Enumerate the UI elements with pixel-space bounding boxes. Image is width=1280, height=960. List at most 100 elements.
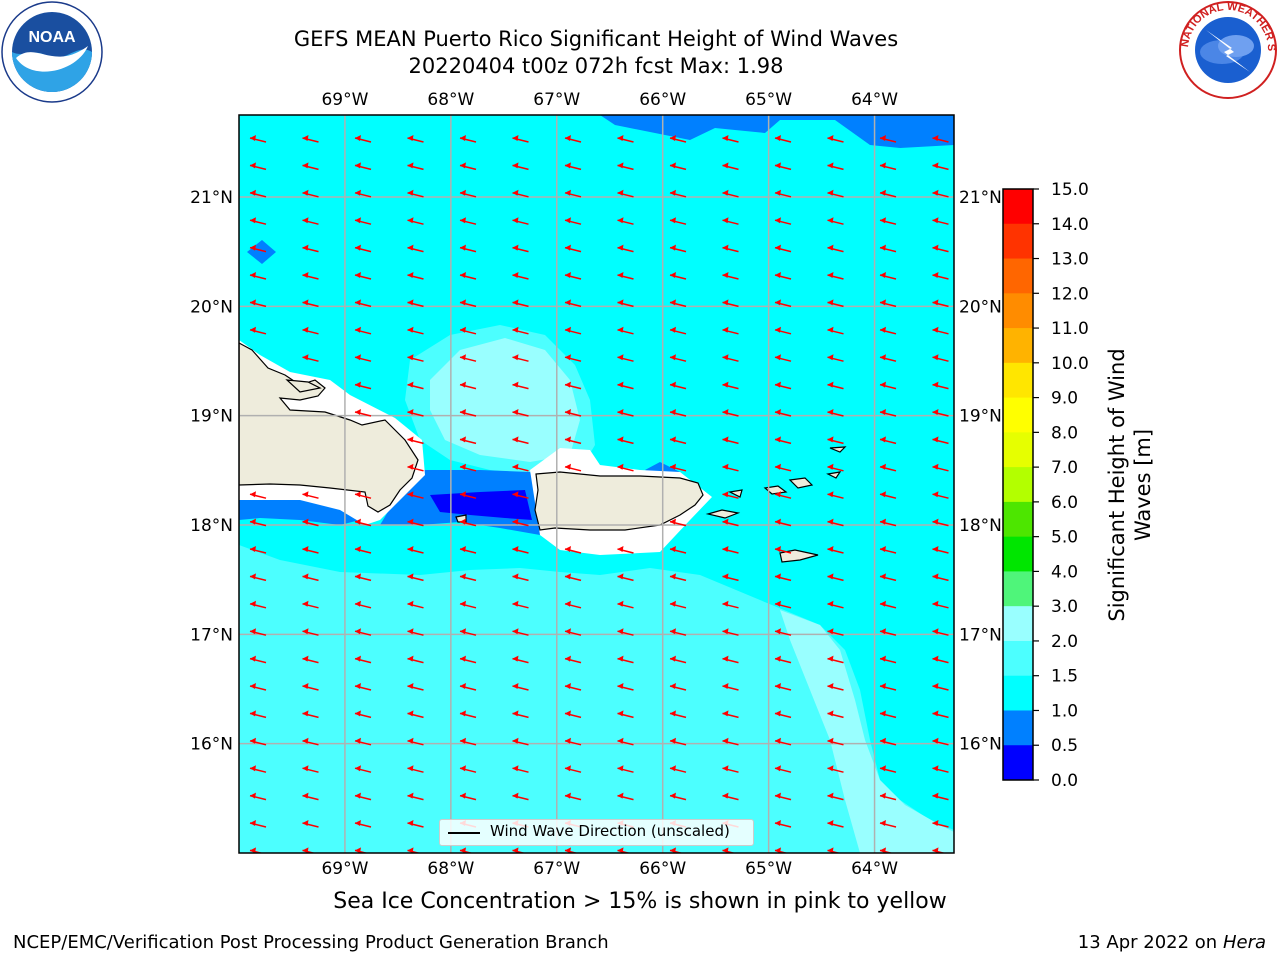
wind-wave-arrow (827, 737, 844, 746)
wind-wave-arrow (512, 217, 529, 225)
wind-wave-arrow (827, 820, 844, 828)
wind-wave-arrow (564, 244, 582, 253)
wind-wave-arrow (459, 244, 477, 253)
wind-wave-arrow (879, 436, 897, 445)
wind-wave-arrow (932, 655, 949, 664)
wind-wave-arrow (669, 765, 687, 773)
colorbar-bin (1003, 745, 1033, 781)
colorbar-bin (1003, 397, 1033, 433)
grid-lines (239, 115, 954, 853)
land-small-island (829, 446, 847, 453)
wind-wave-arrow (407, 299, 424, 308)
wind-wave-arrow (354, 381, 372, 390)
wind-wave-arrow (249, 710, 267, 719)
wind-wave-arrow (879, 628, 897, 636)
colorbar-bin (1003, 223, 1033, 260)
wind-wave-arrow (669, 299, 687, 308)
wind-wave-arrow (932, 546, 949, 554)
wind-wave-arrow (459, 326, 477, 335)
wind-wave-arrow (459, 655, 477, 664)
wind-wave-arrow (459, 189, 477, 198)
wind-wave-arrow (827, 573, 844, 582)
wind-wave-arrow (774, 217, 792, 225)
wind-wave-arrow (512, 710, 529, 719)
wind-wave-arrow (827, 491, 844, 499)
wind-wave-arrow (459, 299, 477, 308)
wind-wave-arrow (564, 655, 582, 664)
wind-wave-arrow (879, 409, 897, 417)
wind-wave-arrow (512, 765, 529, 773)
wind-wave-arrow (564, 299, 582, 308)
wind-wave-arrow (249, 162, 267, 171)
wind-wave-arrow (722, 710, 739, 719)
wind-wave-arrow (774, 162, 792, 171)
wind-wave-arrow (932, 135, 949, 143)
wind-wave-arrow (722, 135, 739, 143)
wind-wave-arrow (932, 244, 949, 253)
wind-wave-arrow (827, 436, 844, 445)
wind-wave-arrow (459, 217, 477, 225)
wind-wave-arrow (407, 217, 424, 225)
wind-wave-arrow (722, 491, 739, 499)
wind-wave-arrow (879, 765, 897, 773)
sea-region-2.0-3.0-south (780, 610, 954, 853)
wind-wave-arrow (459, 381, 477, 390)
wind-wave-arrow (512, 600, 529, 609)
wind-wave-arrow (459, 518, 477, 527)
wind-wave-arrow (459, 354, 477, 362)
wind-wave-arrow (879, 189, 897, 198)
wind-wave-arrow (722, 162, 739, 171)
latitude-label: 20°N (190, 297, 233, 317)
longitude-label: 65°W (745, 859, 792, 879)
wind-wave-arrow (669, 135, 687, 143)
wind-wave-arrow (249, 135, 267, 143)
wind-wave-arrow (722, 189, 739, 198)
colorbar-label-line2: Waves [m] (1131, 429, 1155, 541)
wind-wave-arrow (459, 546, 477, 554)
longitude-label: 66°W (639, 859, 686, 879)
latitude-label: 17°N (959, 625, 1002, 645)
wind-wave-arrow (564, 683, 582, 691)
sea-region-1.5-2.0 (239, 545, 954, 853)
wind-wave-arrow (669, 792, 687, 801)
wind-wave-arrow (669, 737, 687, 746)
wind-wave-arrow (302, 546, 319, 554)
wind-wave-arrow (459, 600, 477, 609)
wind-wave-arrow (722, 546, 739, 554)
wind-wave-arrow (827, 299, 844, 308)
wind-wave-arrow (249, 518, 267, 527)
wind-wave-arrow (669, 409, 687, 417)
wind-wave-arrow (302, 737, 319, 746)
wind-wave-arrow (669, 436, 687, 445)
wind-wave-arrow (249, 820, 267, 828)
wind-wave-arrow (249, 737, 267, 746)
wind-wave-arrow (354, 765, 372, 773)
wind-wave-arrow (617, 354, 634, 362)
wind-wave-arrow (459, 573, 477, 582)
wind-wave-arrow (774, 600, 792, 609)
wind-wave-arrow (459, 135, 477, 143)
wind-wave-arrow (879, 135, 897, 143)
land-virgin-islands-2 (788, 477, 814, 489)
colorbar-tick-label: 14.0 (1051, 215, 1089, 235)
wind-wave-arrow (512, 162, 529, 171)
wind-wave-arrow (774, 710, 792, 719)
wind-wave-arrow (932, 272, 949, 280)
wind-wave-arrow (302, 189, 319, 198)
sea-region-0.5-1.0-small (247, 240, 276, 264)
wind-wave-arrow (302, 354, 319, 362)
wind-wave-arrow (407, 573, 424, 582)
wind-wave-arrow (617, 655, 634, 664)
wind-wave-arrow (302, 573, 319, 582)
wind-wave-arrow (564, 600, 582, 609)
latitude-labels-left: 21°N 20°N 19°N 18°N 17°N 16°N (190, 188, 233, 755)
wind-wave-arrow (407, 628, 424, 636)
wind-wave-arrow (827, 546, 844, 554)
wind-wave-arrow (302, 135, 319, 143)
wind-wave-arrow (512, 518, 529, 527)
latitude-label: 18°N (190, 516, 233, 536)
latitude-label: 19°N (959, 407, 1002, 427)
wind-wave-arrow (302, 326, 319, 335)
wind-wave-arrow (879, 546, 897, 554)
wind-wave-arrow (722, 683, 739, 691)
